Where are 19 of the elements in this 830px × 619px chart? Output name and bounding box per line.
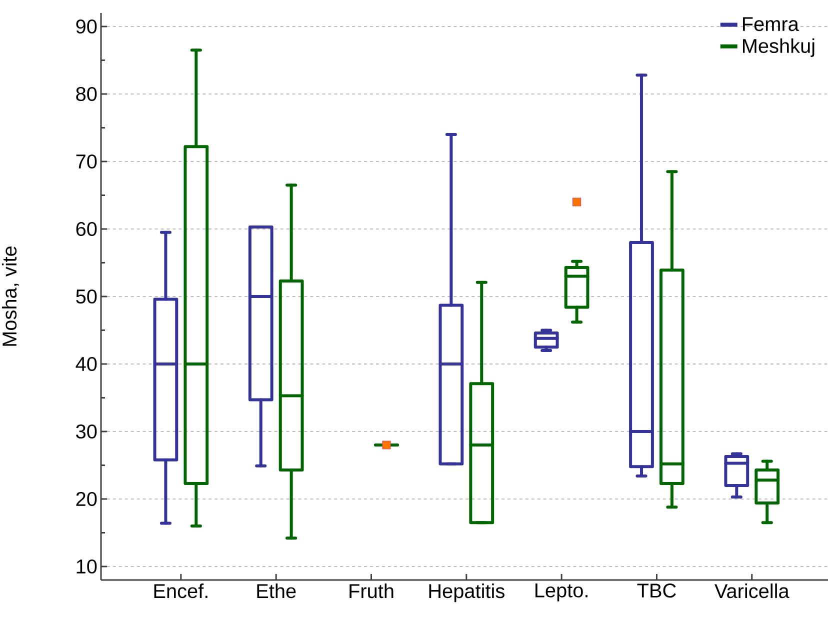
x-tick-label: Ethe — [257, 584, 296, 598]
x-tick-label: Fruth — [350, 584, 394, 598]
y-tick-label: 70 — [76, 154, 97, 169]
y-axis-title: Mosha, vite — [2, 246, 19, 346]
y-tick-label: 40 — [76, 356, 97, 372]
x-tick-label: TBC — [637, 584, 676, 598]
y-tick-label: 50 — [76, 289, 97, 304]
x-tick-label: Encef. — [154, 584, 208, 598]
y-tick-label: 60 — [76, 222, 97, 236]
legend-label: Meshkuj — [743, 38, 814, 57]
y-tick-label: 80 — [76, 86, 97, 102]
y-tick-label: 10 — [76, 559, 97, 574]
x-tick-label: Lepto. — [536, 584, 588, 602]
legend-label: Femra — [743, 17, 799, 32]
x-tick-label: Varicella — [714, 584, 790, 598]
y-tick-label: 30 — [76, 424, 97, 439]
y-tick-label: 90 — [76, 19, 97, 34]
y-tick-label: 20 — [76, 492, 97, 506]
x-tick-label: Hepatitis — [429, 584, 504, 602]
